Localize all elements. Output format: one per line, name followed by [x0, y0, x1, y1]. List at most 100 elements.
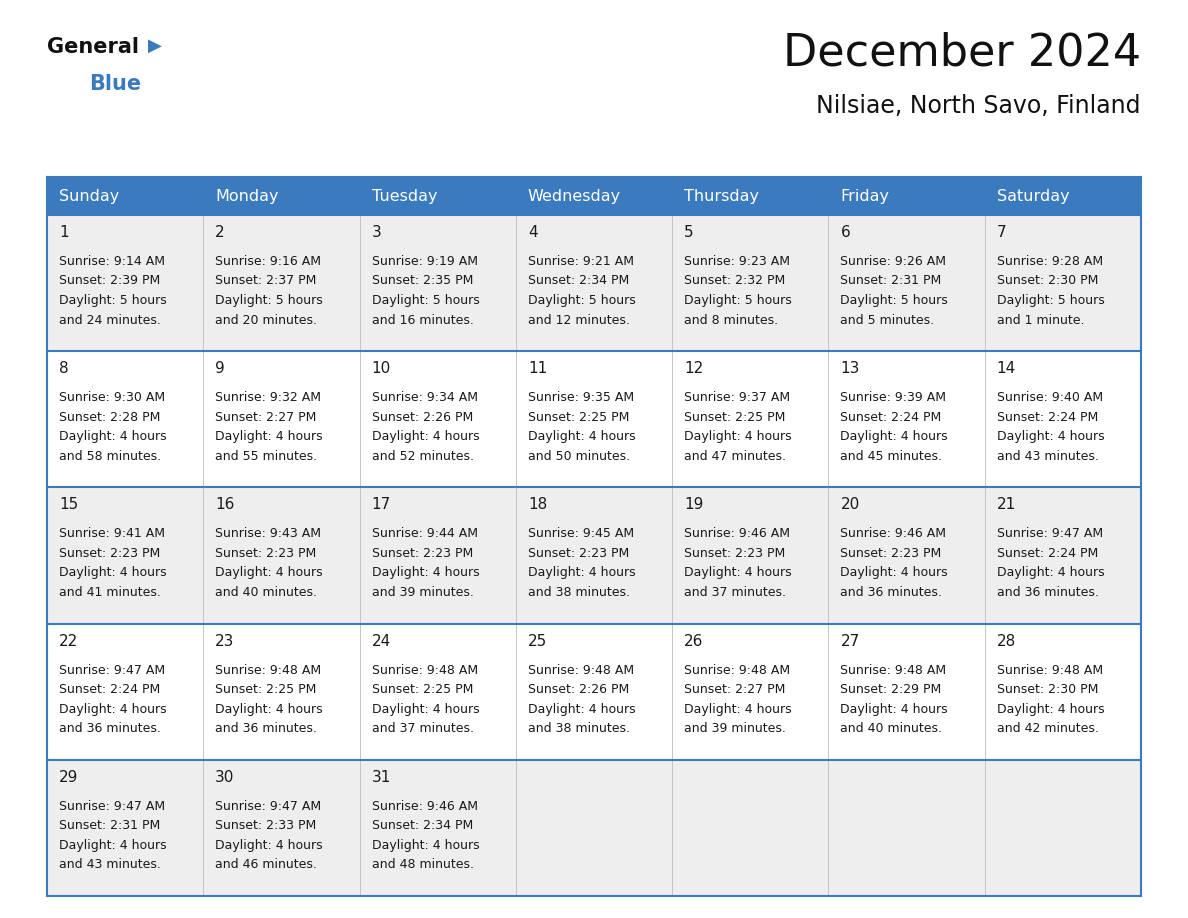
Text: 27: 27	[840, 633, 860, 649]
Text: Sunrise: 9:26 AM: Sunrise: 9:26 AM	[840, 255, 947, 268]
Text: Daylight: 5 hours: Daylight: 5 hours	[527, 294, 636, 307]
Text: and 46 minutes.: and 46 minutes.	[215, 858, 317, 871]
Text: 19: 19	[684, 498, 703, 512]
Text: and 16 minutes.: and 16 minutes.	[372, 314, 474, 327]
Text: and 5 minutes.: and 5 minutes.	[840, 314, 935, 327]
Text: and 12 minutes.: and 12 minutes.	[527, 314, 630, 327]
Text: and 50 minutes.: and 50 minutes.	[527, 450, 630, 463]
Text: Sunset: 2:33 PM: Sunset: 2:33 PM	[215, 819, 316, 833]
Text: Daylight: 5 hours: Daylight: 5 hours	[215, 294, 323, 307]
Text: and 42 minutes.: and 42 minutes.	[997, 722, 1099, 735]
Text: General: General	[48, 37, 139, 57]
Text: Monday: Monday	[215, 188, 279, 204]
Text: 29: 29	[59, 770, 78, 785]
Text: 16: 16	[215, 498, 235, 512]
Text: ▶: ▶	[148, 37, 162, 55]
Text: 30: 30	[215, 770, 235, 785]
Text: Sunset: 2:23 PM: Sunset: 2:23 PM	[684, 547, 785, 560]
Text: Sunrise: 9:14 AM: Sunrise: 9:14 AM	[59, 255, 165, 268]
Text: Daylight: 4 hours: Daylight: 4 hours	[215, 702, 323, 716]
Text: Sunrise: 9:23 AM: Sunrise: 9:23 AM	[684, 255, 790, 268]
Text: Thursday: Thursday	[684, 188, 759, 204]
Bar	[48, 760, 1140, 896]
Text: 18: 18	[527, 498, 548, 512]
Text: and 48 minutes.: and 48 minutes.	[372, 858, 474, 871]
Text: Daylight: 4 hours: Daylight: 4 hours	[684, 566, 791, 579]
Text: Daylight: 4 hours: Daylight: 4 hours	[215, 839, 323, 852]
Text: and 41 minutes.: and 41 minutes.	[59, 586, 160, 599]
Text: Daylight: 4 hours: Daylight: 4 hours	[59, 566, 166, 579]
Text: Daylight: 4 hours: Daylight: 4 hours	[997, 702, 1105, 716]
Text: 24: 24	[372, 633, 391, 649]
Text: Sunset: 2:25 PM: Sunset: 2:25 PM	[527, 410, 630, 424]
Text: and 36 minutes.: and 36 minutes.	[840, 586, 942, 599]
Text: Sunset: 2:32 PM: Sunset: 2:32 PM	[684, 274, 785, 287]
Text: Blue: Blue	[89, 74, 141, 94]
Text: and 38 minutes.: and 38 minutes.	[527, 586, 630, 599]
Text: Daylight: 4 hours: Daylight: 4 hours	[59, 431, 166, 443]
Text: Sunset: 2:27 PM: Sunset: 2:27 PM	[215, 410, 317, 424]
Text: Sunset: 2:24 PM: Sunset: 2:24 PM	[997, 410, 1098, 424]
Text: and 36 minutes.: and 36 minutes.	[997, 586, 1099, 599]
Text: Sunset: 2:30 PM: Sunset: 2:30 PM	[997, 683, 1098, 696]
Text: Sunrise: 9:19 AM: Sunrise: 9:19 AM	[372, 255, 478, 268]
Text: Tuesday: Tuesday	[372, 188, 437, 204]
Text: Sunset: 2:35 PM: Sunset: 2:35 PM	[372, 274, 473, 287]
Text: Sunset: 2:23 PM: Sunset: 2:23 PM	[840, 547, 942, 560]
Text: Sunset: 2:27 PM: Sunset: 2:27 PM	[684, 683, 785, 696]
Text: and 37 minutes.: and 37 minutes.	[684, 586, 786, 599]
Text: Sunrise: 9:47 AM: Sunrise: 9:47 AM	[215, 800, 322, 812]
Text: Sunset: 2:28 PM: Sunset: 2:28 PM	[59, 410, 160, 424]
Text: Sunrise: 9:47 AM: Sunrise: 9:47 AM	[997, 528, 1102, 541]
Text: Sunset: 2:39 PM: Sunset: 2:39 PM	[59, 274, 160, 287]
Text: 3: 3	[372, 225, 381, 240]
Text: Sunrise: 9:44 AM: Sunrise: 9:44 AM	[372, 528, 478, 541]
Text: and 52 minutes.: and 52 minutes.	[372, 450, 474, 463]
Text: Sunset: 2:31 PM: Sunset: 2:31 PM	[59, 819, 160, 833]
Text: 5: 5	[684, 225, 694, 240]
Text: and 36 minutes.: and 36 minutes.	[215, 722, 317, 735]
Text: Sunrise: 9:48 AM: Sunrise: 9:48 AM	[684, 664, 790, 677]
Text: 6: 6	[840, 225, 851, 240]
Text: Daylight: 4 hours: Daylight: 4 hours	[59, 702, 166, 716]
Text: Sunrise: 9:46 AM: Sunrise: 9:46 AM	[372, 800, 478, 812]
Text: Sunset: 2:24 PM: Sunset: 2:24 PM	[59, 683, 160, 696]
Text: Daylight: 4 hours: Daylight: 4 hours	[372, 839, 479, 852]
Bar	[48, 177, 1140, 215]
Text: 13: 13	[840, 361, 860, 376]
Text: 17: 17	[372, 498, 391, 512]
Text: 12: 12	[684, 361, 703, 376]
Text: 9: 9	[215, 361, 225, 376]
Text: Daylight: 4 hours: Daylight: 4 hours	[372, 702, 479, 716]
Text: Sunset: 2:25 PM: Sunset: 2:25 PM	[372, 683, 473, 696]
Text: 20: 20	[840, 498, 860, 512]
Text: Daylight: 5 hours: Daylight: 5 hours	[372, 294, 479, 307]
Text: 15: 15	[59, 498, 78, 512]
Text: Sunrise: 9:30 AM: Sunrise: 9:30 AM	[59, 391, 165, 404]
Text: and 20 minutes.: and 20 minutes.	[215, 314, 317, 327]
Text: Daylight: 5 hours: Daylight: 5 hours	[997, 294, 1105, 307]
Text: Sunset: 2:26 PM: Sunset: 2:26 PM	[372, 410, 473, 424]
Text: Sunrise: 9:28 AM: Sunrise: 9:28 AM	[997, 255, 1102, 268]
Text: 1: 1	[59, 225, 69, 240]
Text: Daylight: 4 hours: Daylight: 4 hours	[997, 566, 1105, 579]
Text: Sunset: 2:29 PM: Sunset: 2:29 PM	[840, 683, 942, 696]
Text: 26: 26	[684, 633, 703, 649]
Text: Sunset: 2:23 PM: Sunset: 2:23 PM	[215, 547, 316, 560]
Text: Sunset: 2:24 PM: Sunset: 2:24 PM	[840, 410, 942, 424]
Text: and 38 minutes.: and 38 minutes.	[527, 722, 630, 735]
Text: and 55 minutes.: and 55 minutes.	[215, 450, 317, 463]
Text: Sunset: 2:31 PM: Sunset: 2:31 PM	[840, 274, 942, 287]
Text: and 39 minutes.: and 39 minutes.	[684, 722, 786, 735]
Text: and 40 minutes.: and 40 minutes.	[215, 586, 317, 599]
Text: and 45 minutes.: and 45 minutes.	[840, 450, 942, 463]
Text: and 47 minutes.: and 47 minutes.	[684, 450, 786, 463]
Text: 23: 23	[215, 633, 235, 649]
Text: Sunrise: 9:47 AM: Sunrise: 9:47 AM	[59, 664, 165, 677]
Text: Sunrise: 9:48 AM: Sunrise: 9:48 AM	[840, 664, 947, 677]
Text: and 36 minutes.: and 36 minutes.	[59, 722, 160, 735]
Text: Sunset: 2:23 PM: Sunset: 2:23 PM	[527, 547, 630, 560]
Text: Sunset: 2:24 PM: Sunset: 2:24 PM	[997, 547, 1098, 560]
Text: and 39 minutes.: and 39 minutes.	[372, 586, 474, 599]
Text: Friday: Friday	[840, 188, 890, 204]
